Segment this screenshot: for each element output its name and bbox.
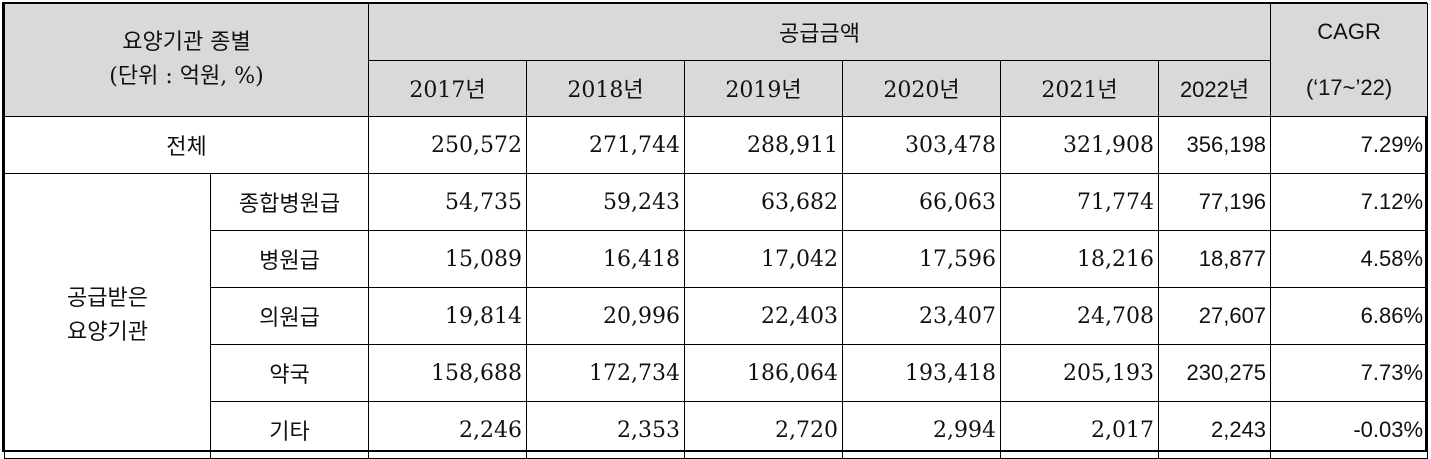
cell-value: 356,198 — [1158, 116, 1272, 174]
cell-value: 303,478 — [842, 116, 1002, 174]
cell-value: 2,720 — [684, 401, 844, 459]
cell-value: 271,744 — [526, 116, 686, 174]
header-year-2020: 2020년 — [842, 59, 1002, 117]
row-label: 종합병원급 — [209, 173, 370, 231]
cell-value: 2,994 — [842, 401, 1002, 459]
cell-value: 250,572 — [368, 116, 528, 174]
cell-value: 2,017 — [1000, 401, 1160, 459]
table-row: 병원급 15,089 16,418 17,042 17,596 18,216 1… — [5, 230, 1429, 288]
cell-value: 16,418 — [526, 230, 686, 288]
table-row: 의원급 19,814 20,996 22,403 23,407 24,708 2… — [5, 287, 1429, 345]
cell-cagr: 6.86% — [1270, 287, 1429, 345]
cell-value: 18,216 — [1000, 230, 1160, 288]
row-label: 의원급 — [209, 287, 370, 345]
header-year-2017: 2017년 — [368, 59, 528, 117]
row-label: 병원급 — [209, 230, 370, 288]
table-row: 기타 2,246 2,353 2,720 2,994 2,017 2,243 -… — [5, 401, 1429, 459]
row-label-total: 전체 — [3, 116, 370, 174]
header-cagr-label: CAGR — [1317, 19, 1381, 44]
cell-value: 15,089 — [368, 230, 528, 288]
cell-value: 27,607 — [1158, 287, 1272, 345]
table-row: 약국 158,688 172,734 186,064 193,418 205,1… — [5, 344, 1429, 402]
row-label: 기타 — [209, 401, 370, 459]
cell-value: 18,877 — [1158, 230, 1272, 288]
cell-value: 158,688 — [368, 344, 528, 402]
cell-cagr: 7.12% — [1270, 173, 1429, 231]
group-label-line1: 공급받은 — [67, 286, 148, 311]
cell-value: 193,418 — [842, 344, 1002, 402]
cell-value: 321,908 — [1000, 116, 1160, 174]
header-supply-amount: 공급금액 — [368, 3, 1272, 61]
cell-cagr: 7.29% — [1270, 116, 1429, 174]
cell-value: 22,403 — [684, 287, 844, 345]
cell-value: 2,243 — [1158, 401, 1272, 459]
cell-value: 288,911 — [684, 116, 844, 174]
table-row-total: 전체 250,572 271,744 288,911 303,478 321,9… — [3, 116, 1429, 174]
cell-cagr: -0.03% — [1270, 401, 1429, 459]
cell-value: 172,734 — [526, 344, 686, 402]
cell-value: 54,735 — [368, 173, 528, 231]
header-year-2019: 2019년 — [684, 59, 844, 117]
group-label-line2: 요양기관 — [67, 320, 148, 345]
cell-value: 2,246 — [368, 401, 528, 459]
header-cagr-period: (‘17~’22) — [1305, 75, 1393, 100]
group-label-cell: 공급받은 요양기관 — [4, 173, 211, 459]
header-year-2018: 2018년 — [526, 59, 686, 117]
cell-value: 230,275 — [1158, 344, 1272, 402]
row-label: 약국 — [209, 344, 370, 402]
supply-amount-table: 요양기관 종별 (단위 : 억원, %) 공급금액 CAGR (‘17~’22)… — [3, 3, 1429, 459]
cell-cagr: 7.73% — [1270, 344, 1429, 402]
cell-value: 17,042 — [684, 230, 844, 288]
cell-value: 17,596 — [842, 230, 1002, 288]
cell-value: 2,353 — [526, 401, 686, 459]
header-category-label: 요양기관 종별 — [122, 30, 251, 55]
cell-value: 20,996 — [526, 287, 686, 345]
cell-value: 186,064 — [684, 344, 844, 402]
cell-value: 19,814 — [368, 287, 528, 345]
cell-value: 71,774 — [1000, 173, 1160, 231]
cell-value: 205,193 — [1000, 344, 1160, 402]
cell-value: 63,682 — [684, 173, 844, 231]
cell-value: 23,407 — [842, 287, 1002, 345]
cell-cagr: 4.58% — [1270, 230, 1429, 288]
header-category-cell: 요양기관 종별 (단위 : 억원, %) — [3, 3, 370, 117]
header-cagr-cell: CAGR (‘17~’22) — [1270, 3, 1429, 117]
header-unit-label: (단위 : 억원, %) — [109, 64, 264, 89]
cell-value: 24,708 — [1000, 287, 1160, 345]
cell-value: 66,063 — [842, 173, 1002, 231]
header-year-2022: 2022년 — [1158, 59, 1272, 117]
header-year-2021: 2021년 — [1000, 59, 1160, 117]
cell-value: 77,196 — [1158, 173, 1272, 231]
cell-value: 59,243 — [526, 173, 686, 231]
table-row: 공급받은 요양기관 종합병원급 54,735 59,243 63,682 66,… — [4, 173, 1429, 459]
